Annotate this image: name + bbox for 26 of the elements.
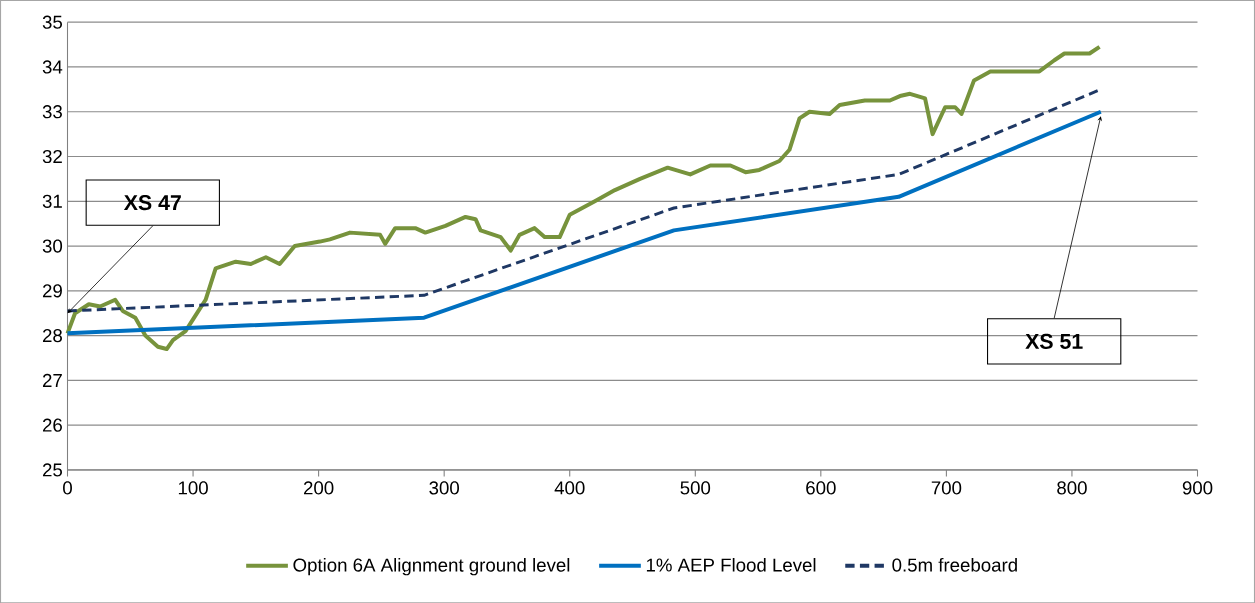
x-tick-label: 500: [680, 481, 711, 495]
legend-label: 0.5m freeboard: [892, 557, 1017, 572]
y-tick-label: 26: [42, 418, 62, 432]
y-tick-label: 33: [42, 104, 62, 119]
x-tick-label: 700: [931, 481, 962, 495]
x-tick-label: 400: [554, 481, 585, 495]
y-tick-label: 27: [42, 373, 62, 387]
x-tick-label: 900: [1182, 481, 1213, 495]
legend-label: Option 6A Alignment ground level: [293, 557, 570, 576]
x-tick-label: 100: [178, 481, 208, 495]
y-tick-label: 30: [42, 239, 63, 253]
x-tick-label: 800: [1057, 481, 1087, 495]
x-tick-label: 0: [63, 481, 72, 495]
annotation: XS 47: [123, 194, 181, 210]
y-tick-label: 25: [42, 463, 63, 477]
y-tick-label: 31: [42, 194, 62, 208]
x-tick-label: 300: [429, 481, 459, 495]
y-tick-label: 29: [42, 284, 62, 298]
y-tick-label: 35: [42, 15, 63, 29]
annotation: XS 51: [1025, 333, 1083, 349]
y-tick-label: 28: [42, 328, 62, 343]
x-tick-label: 200: [303, 481, 334, 495]
legend-label: 1% AEP Flood Level: [646, 557, 816, 572]
y-tick-label: 34: [42, 60, 63, 74]
x-tick-label: 600: [806, 481, 836, 495]
y-tick-label: 32: [42, 149, 62, 163]
